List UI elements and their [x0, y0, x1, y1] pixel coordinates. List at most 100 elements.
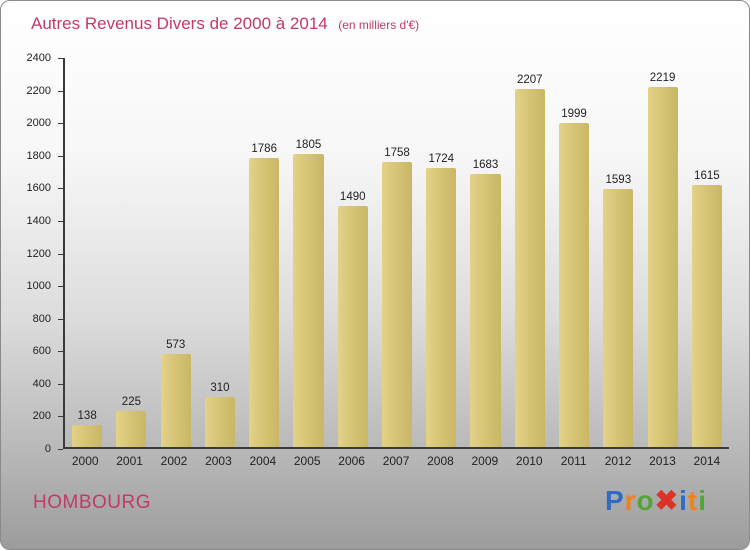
y-tick-mark	[58, 286, 63, 288]
y-tick-label: 1600	[26, 182, 51, 195]
y-tick-mark	[58, 449, 63, 450]
y-tick-mark	[58, 155, 63, 157]
bar-column: 573	[154, 58, 198, 447]
bar-value-label: 310	[210, 381, 230, 394]
proxiti-logo[interactable]: Pro✖iti	[605, 484, 707, 517]
bar-column: 1786	[242, 58, 286, 447]
bar-value-label: 2207	[516, 74, 543, 87]
y-tick-label: 400	[32, 377, 51, 390]
bar	[337, 205, 368, 447]
y-tick-label: 2200	[26, 84, 51, 97]
bar-column: 1683	[463, 58, 507, 447]
bar	[647, 87, 678, 447]
y-tick-mark	[58, 253, 63, 255]
bar	[160, 354, 191, 447]
y-tick-label: 200	[32, 410, 51, 423]
bar-value-label: 1724	[428, 152, 455, 165]
bar-value-label: 573	[166, 339, 186, 352]
x-axis-label: 2006	[338, 454, 365, 468]
bar-column: 1724	[419, 58, 463, 447]
x-axis-label: 2008	[427, 454, 454, 468]
y-tick-mark	[58, 90, 63, 92]
chart-subtitle: (en milliers d'€)	[338, 18, 420, 32]
x-axis-label: 2001	[116, 454, 143, 468]
bar-column: 1615	[685, 58, 729, 447]
bar-value-label: 1683	[472, 159, 499, 172]
y-tick-label: 1800	[26, 149, 51, 162]
bar	[559, 123, 590, 447]
x-axis-label: 2011	[560, 454, 587, 468]
bar-value-label: 1593	[605, 173, 632, 186]
x-axis-label: 2012	[604, 454, 632, 468]
y-tick-mark	[58, 416, 63, 418]
bar-column: 2207	[508, 58, 552, 447]
logo-letter: r	[624, 485, 637, 516]
bar-column: 1758	[375, 58, 419, 447]
y-tick-mark	[58, 383, 63, 385]
x-axis-label: 2014	[693, 454, 721, 468]
y-tick-label: 1200	[26, 247, 51, 260]
location-label: HOMBOURG	[33, 492, 151, 513]
logo-letter: i	[679, 485, 688, 516]
bar-column: 310	[198, 58, 242, 447]
logo-letter: i	[698, 485, 707, 516]
y-tick-mark	[58, 58, 63, 59]
x-axis-labels: 2000 2001 2002 2003 2004 2005 2006 2007 2008 2009…	[63, 454, 729, 468]
bar-column: 1490	[331, 58, 375, 447]
bar	[470, 174, 501, 447]
y-tick-mark	[58, 318, 63, 320]
plot-area: 138 225 573 310 1786 1805 1490 1758 1724 1683 2207…	[63, 58, 729, 449]
y-tick-label: 1000	[26, 280, 51, 293]
bar	[72, 424, 103, 447]
y-tick-label: 2000	[26, 117, 51, 130]
x-axis-label: 2002	[160, 454, 188, 468]
bar	[204, 396, 235, 447]
bar-value-label: 138	[77, 409, 97, 422]
y-tick-label: 1400	[26, 214, 51, 227]
bar	[426, 167, 457, 447]
bar	[691, 185, 722, 447]
y-tick-mark	[58, 123, 63, 125]
y-tick-mark	[58, 188, 63, 190]
bar-value-label: 1615	[694, 170, 720, 183]
y-axis: 0 200 400 600 800 1000 1200 1400 1600 1800 2000 220…	[1, 52, 63, 455]
x-axis-label: 2000	[71, 454, 99, 468]
y-tick-label: 2400	[26, 52, 51, 64]
logo-letter: P	[604, 485, 625, 516]
x-axis-label: 2005	[293, 454, 321, 468]
bar-value-label: 1758	[384, 147, 410, 160]
y-tick-label: 0	[44, 443, 51, 455]
bar-value-label: 1490	[339, 190, 366, 203]
bar-value-label: 225	[121, 395, 141, 408]
x-axis-label: 2013	[649, 454, 676, 468]
chart-title-row: Autres Revenus Divers de 2000 à 2014 (en…	[31, 14, 419, 34]
bar-column: 2219	[640, 58, 684, 447]
y-tick-mark	[58, 351, 63, 353]
bars: 138 225 573 310 1786 1805 1490 1758 1724 1683 2207…	[65, 58, 729, 447]
logo-letter: ✖	[654, 485, 680, 516]
x-axis-label: 2010	[515, 454, 543, 468]
y-tick-label: 600	[32, 345, 51, 358]
y-tick-mark	[58, 220, 63, 222]
bar-value-label: 2219	[649, 72, 676, 85]
bar	[293, 154, 324, 447]
logo-letter: t	[687, 485, 699, 516]
bar	[249, 157, 280, 447]
x-axis-label: 2003	[205, 454, 232, 468]
bar-value-label: 1805	[295, 139, 322, 152]
x-axis-label: 2004	[249, 454, 277, 468]
bar	[381, 162, 413, 447]
bar	[603, 188, 634, 447]
bar-column: 1805	[286, 58, 330, 447]
bar-column: 1999	[552, 58, 596, 447]
bar-value-label: 1786	[251, 142, 277, 155]
bar	[116, 410, 147, 447]
bar-column: 1593	[596, 58, 640, 447]
bar-column: 225	[109, 58, 153, 447]
bar-column: 138	[65, 58, 109, 447]
y-tick-label: 800	[32, 312, 51, 325]
chart-title: Autres Revenus Divers de 2000 à 2014	[31, 14, 328, 33]
x-axis-label: 2007	[382, 454, 410, 468]
bar-value-label: 1999	[561, 108, 587, 120]
